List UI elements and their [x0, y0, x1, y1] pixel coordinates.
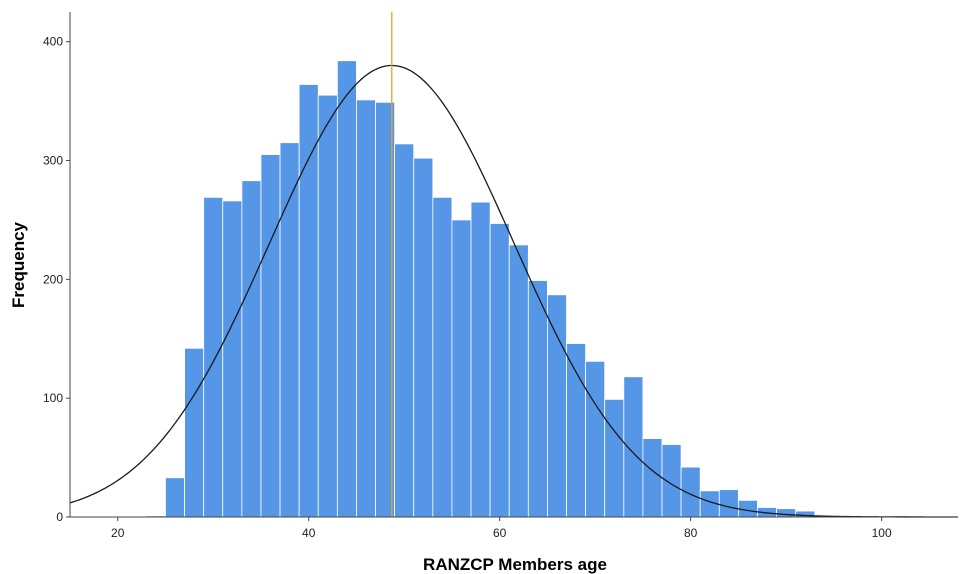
y-tick-label: 400	[43, 35, 63, 49]
histogram-bar	[623, 376, 644, 518]
y-tick-label: 300	[43, 154, 63, 168]
x-axis-ticks: 20 40 60 80 100	[111, 517, 892, 540]
histogram-bar	[165, 477, 185, 518]
y-tick-label: 100	[43, 391, 63, 405]
normal-curve	[69, 64, 958, 518]
histogram-bar	[661, 444, 682, 518]
histogram-bar	[203, 196, 224, 518]
y-tick-label: 200	[43, 272, 63, 286]
histogram-bar	[222, 200, 243, 518]
axes	[69, 12, 958, 518]
histogram-bar	[184, 347, 205, 518]
histogram-bar	[508, 244, 529, 518]
x-tick-label: 80	[684, 526, 698, 540]
y-axis-title: Frequency	[9, 221, 28, 308]
histogram-bar	[394, 143, 415, 518]
histogram-bar	[298, 84, 319, 518]
histogram-bar	[413, 157, 434, 518]
x-tick-label: 20	[111, 526, 125, 540]
histogram-bar	[604, 398, 625, 518]
histogram-bar	[260, 154, 281, 518]
histogram-bar	[317, 94, 338, 518]
histogram-bar	[451, 219, 472, 518]
x-tick-label: 40	[302, 526, 316, 540]
histogram-bar	[241, 180, 262, 518]
histogram-bar	[566, 343, 587, 518]
y-axis-ticks: 0 100 200 300 400	[43, 35, 70, 524]
histogram-bar	[356, 99, 376, 518]
y-tick-label: 0	[56, 510, 63, 524]
histogram-bar	[432, 196, 453, 518]
x-tick-label: 60	[493, 526, 507, 540]
histogram-bar	[642, 438, 663, 518]
histogram-bar	[527, 280, 548, 518]
histogram-bar	[470, 201, 491, 518]
histogram-bar	[547, 294, 567, 518]
histogram-bar	[336, 60, 357, 518]
histogram-bar	[585, 360, 606, 518]
histogram-bar	[718, 489, 739, 518]
x-tick-label: 100	[872, 526, 892, 540]
histogram-bar	[680, 466, 701, 518]
x-axis-title: RANZCP Members age	[423, 555, 607, 574]
histogram-bars	[145, 60, 911, 518]
histogram-bar	[737, 499, 758, 518]
histogram-bar	[776, 508, 797, 518]
histogram-bar	[489, 223, 510, 518]
